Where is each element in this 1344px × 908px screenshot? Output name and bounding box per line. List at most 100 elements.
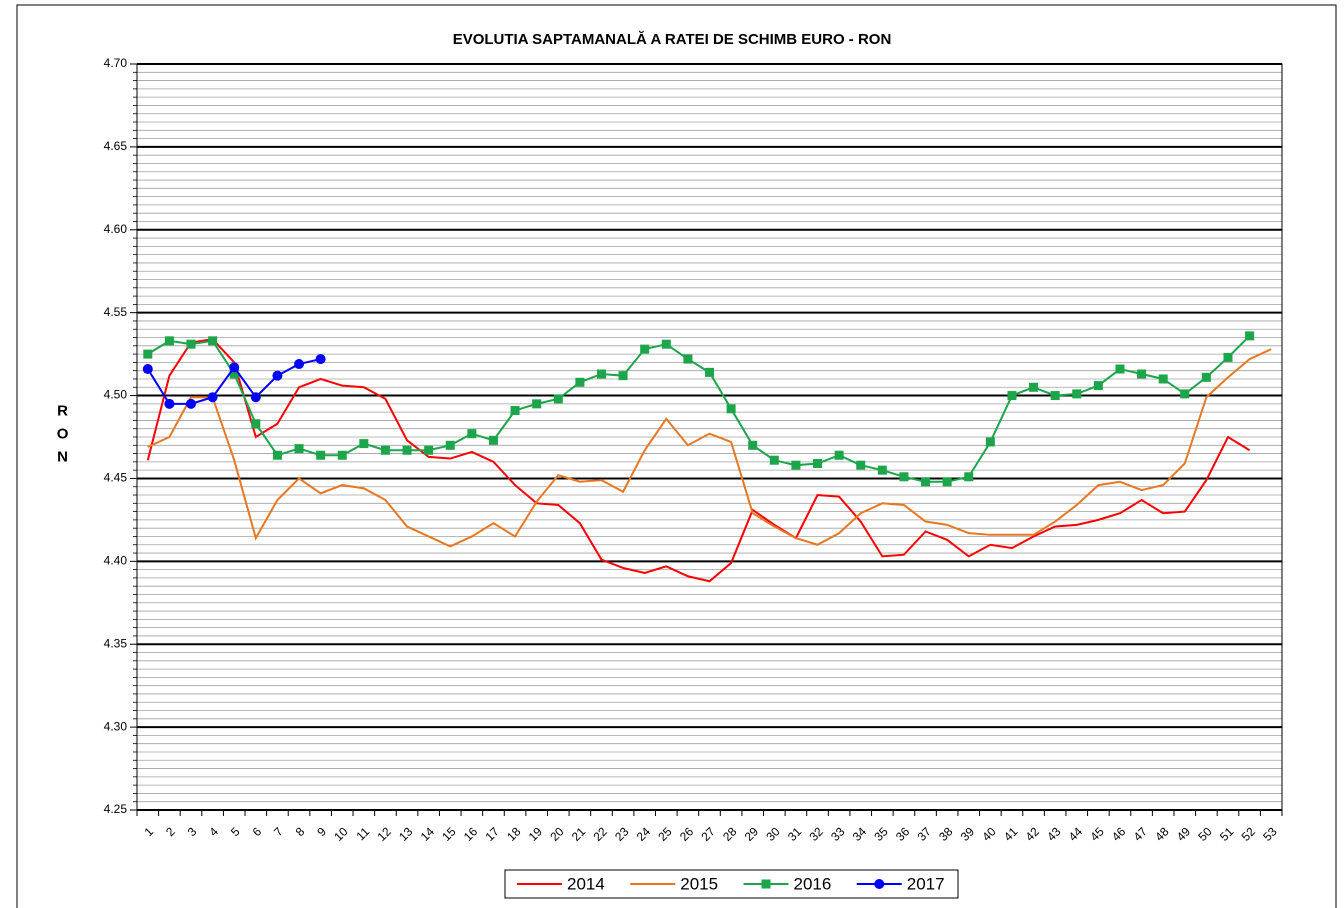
- x-tick-label: 44: [1066, 824, 1086, 844]
- marker: [705, 367, 714, 377]
- marker: [618, 371, 628, 381]
- x-tick-label: 12: [374, 824, 394, 844]
- marker: [1180, 389, 1190, 399]
- marker: [186, 339, 196, 349]
- x-tick-label: 43: [1044, 824, 1064, 844]
- y-tick-label: 4.25: [104, 802, 128, 816]
- series-line: [146, 338, 1251, 583]
- marker: [142, 364, 153, 375]
- x-tick-label: 37: [915, 824, 935, 844]
- x-tick-label: 3: [185, 824, 200, 839]
- x-tick-label: 13: [396, 824, 416, 844]
- marker: [769, 455, 779, 465]
- series-line: [147, 335, 1251, 483]
- x-tick-label: 7: [271, 824, 286, 839]
- marker: [748, 440, 758, 450]
- x-tick-label: 5: [228, 824, 243, 839]
- x-tick-label: 28: [720, 824, 740, 844]
- marker: [1029, 382, 1039, 392]
- x-tick-label: 46: [1109, 824, 1129, 844]
- x-tick-label: 11: [353, 824, 372, 843]
- x-tick-label: 48: [1152, 824, 1172, 844]
- x-tick-label: 42: [1023, 824, 1043, 844]
- x-tick-label: 53: [1260, 824, 1280, 844]
- x-tick-label: 45: [1087, 824, 1107, 844]
- x-tick-label: 30: [763, 824, 783, 844]
- x-tick-label: 24: [634, 824, 654, 844]
- chart-frame: [16, 4, 1337, 908]
- marker: [424, 445, 434, 455]
- marker: [1201, 372, 1211, 382]
- x-tick-label: 4: [206, 824, 221, 839]
- y-tick-label: 4.40: [104, 554, 128, 568]
- marker: [272, 450, 282, 460]
- x-tick-label: 19: [526, 824, 546, 844]
- marker: [207, 392, 218, 403]
- x-tick-label: 52: [1239, 824, 1259, 844]
- x-tick-label: 50: [1195, 824, 1215, 844]
- marker: [985, 437, 995, 447]
- marker: [186, 398, 197, 409]
- x-tick-label: 17: [482, 824, 502, 844]
- marker: [164, 336, 174, 346]
- marker: [488, 435, 498, 445]
- marker: [1115, 364, 1125, 374]
- marker: [467, 429, 477, 439]
- marker: [402, 445, 412, 455]
- x-tick-label: 39: [958, 824, 978, 844]
- y-tick-label: 4.70: [104, 56, 128, 70]
- marker: [445, 440, 455, 450]
- x-tick-label: 14: [418, 824, 438, 844]
- marker: [813, 459, 823, 469]
- y-axis-label: RON: [54, 403, 71, 472]
- x-tick-label: 34: [850, 824, 870, 844]
- marker: [229, 362, 240, 373]
- marker: [229, 369, 239, 379]
- marker: [640, 344, 650, 354]
- marker: [250, 392, 261, 403]
- x-tick-label: 32: [807, 824, 827, 844]
- x-tick-label: 51: [1217, 824, 1237, 844]
- x-tick-label: 8: [293, 824, 308, 839]
- marker: [316, 450, 326, 460]
- y-tick-label: 4.45: [104, 471, 128, 485]
- x-tick-label: 49: [1174, 824, 1194, 844]
- marker: [294, 444, 304, 454]
- y-tick-label: 4.60: [104, 222, 128, 236]
- legend-label: 2017: [907, 874, 945, 893]
- marker: [1137, 369, 1147, 379]
- x-tick-label: 18: [504, 824, 524, 844]
- y-tick-label: 4.30: [104, 719, 128, 733]
- y-tick-label: 4.65: [104, 139, 128, 153]
- x-tick-label: 47: [1131, 824, 1151, 844]
- x-tick-label: 31: [785, 824, 805, 844]
- marker: [337, 450, 347, 460]
- marker: [921, 477, 931, 487]
- x-tick-label: 10: [331, 824, 351, 844]
- marker: [942, 477, 952, 487]
- marker: [1245, 331, 1255, 341]
- x-tick-label: 26: [677, 824, 697, 844]
- x-tick-label: 29: [742, 824, 762, 844]
- plot-area: [136, 63, 1283, 811]
- y-tick-label: 4.55: [104, 305, 128, 319]
- x-tick-label: 1: [142, 824, 157, 839]
- marker: [510, 405, 520, 415]
- marker: [964, 472, 974, 482]
- marker: [553, 394, 563, 404]
- x-tick-label: 41: [1001, 824, 1021, 844]
- marker: [856, 460, 866, 470]
- marker: [726, 404, 736, 414]
- legend-marker: [874, 879, 885, 889]
- x-tick-label: 33: [828, 824, 848, 844]
- marker: [380, 445, 390, 455]
- marker: [661, 339, 671, 349]
- x-tick-label: 2: [163, 824, 178, 839]
- marker: [1050, 391, 1060, 401]
- x-tick-label: 38: [936, 824, 956, 844]
- x-tick-label: 15: [439, 824, 459, 844]
- marker: [143, 349, 153, 359]
- y-tick-label: 4.50: [104, 388, 128, 402]
- x-tick-label: 40: [979, 824, 999, 844]
